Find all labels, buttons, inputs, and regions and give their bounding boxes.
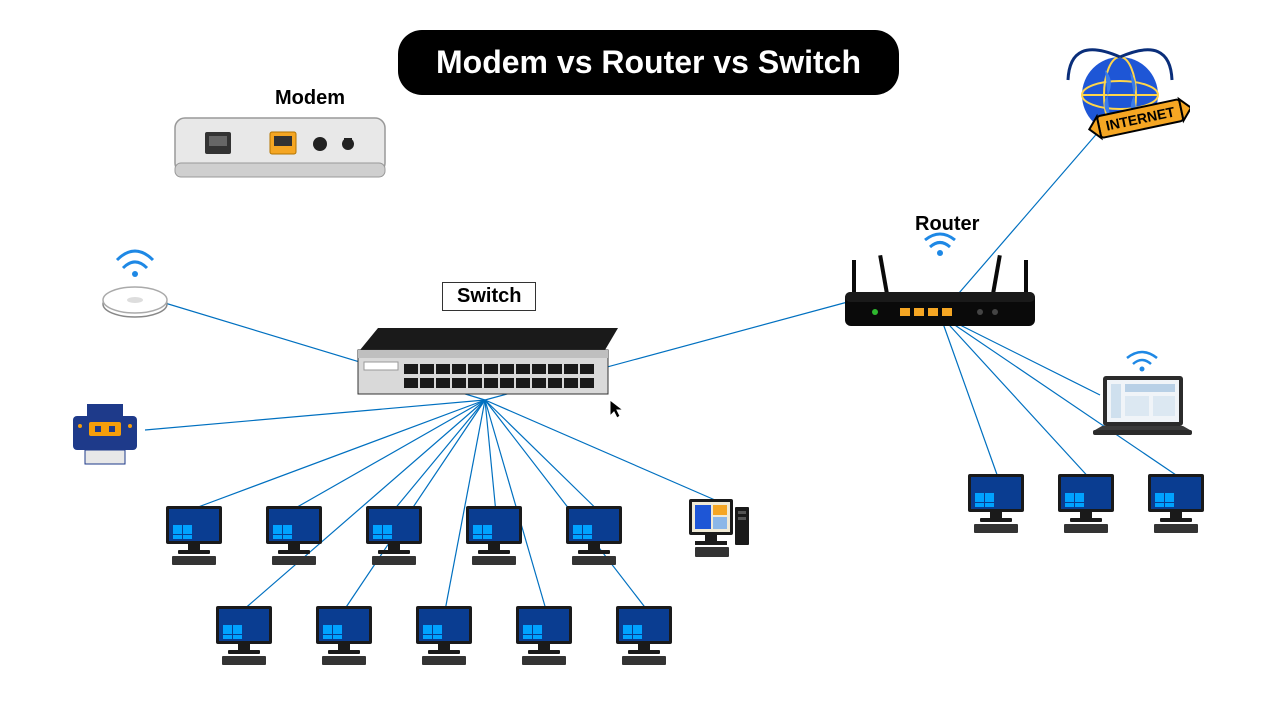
wifi-icon <box>1127 352 1157 372</box>
pc-device-sw-r1-0 <box>158 502 233 572</box>
pc-device-rt-1 <box>1050 470 1125 540</box>
pc-device-sw-r1-2 <box>358 502 433 572</box>
wifi-icon <box>117 251 153 277</box>
internet-icon: INTERNET <box>1060 40 1190 165</box>
access-point-device <box>95 246 175 331</box>
pc-device-sw-r1-1 <box>258 502 333 572</box>
modem-device <box>170 108 390 193</box>
switch-label: Switch <box>442 282 536 311</box>
modem-label: Modem <box>275 87 345 110</box>
laptop-device <box>1085 350 1200 450</box>
pc-device-rt-0 <box>960 470 1035 540</box>
router-device <box>830 230 1050 345</box>
pc-device-sw-r1-3 <box>458 502 533 572</box>
pc-device-sw-r1-4 <box>558 502 633 572</box>
wifi-icon <box>925 234 955 256</box>
pc-device-sw-r2-4 <box>608 602 683 672</box>
cursor-icon <box>608 398 626 425</box>
pc-device-sw-r2-3 <box>508 602 583 672</box>
printer-device <box>65 400 145 475</box>
pc-device-sw-r2-2 <box>408 602 483 672</box>
title-banner: Modem vs Router vs Switch <box>398 30 899 95</box>
pc-device-sw-r2-0 <box>208 602 283 672</box>
switch-device <box>350 320 620 415</box>
pc-device-sw-r2-1 <box>308 602 383 672</box>
server-pc-device <box>683 495 753 570</box>
pc-device-rt-2 <box>1140 470 1215 540</box>
